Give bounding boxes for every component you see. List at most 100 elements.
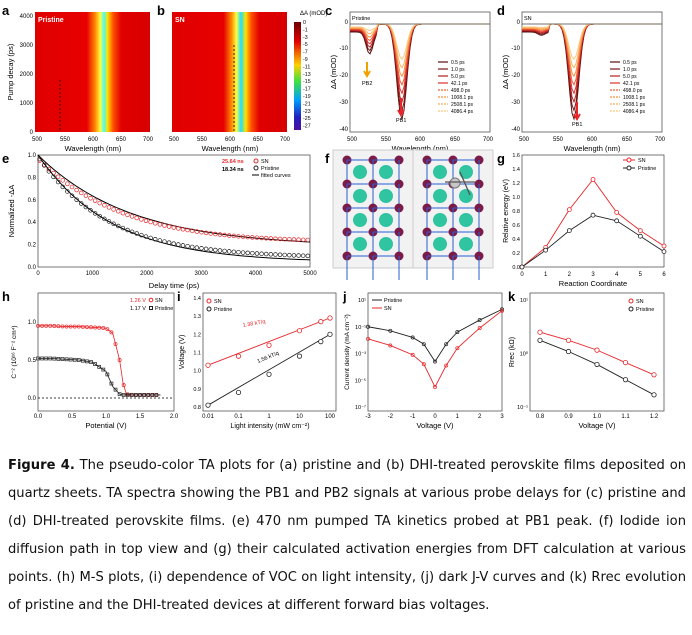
panel-b-cbar-label: ΔA (mOD) xyxy=(300,11,327,17)
data-point xyxy=(46,169,52,174)
data-point xyxy=(235,389,242,396)
data-point xyxy=(203,230,209,236)
data-point xyxy=(139,232,144,238)
data-point xyxy=(205,402,211,408)
data-point xyxy=(205,362,211,368)
panel-h-frame xyxy=(37,292,175,412)
panel-d-spectra xyxy=(522,23,662,121)
data-point xyxy=(245,234,250,240)
svg-text:600: 600 xyxy=(415,137,426,143)
x-tick: 0.8 xyxy=(536,414,545,420)
cbar-tick: -23 xyxy=(303,109,311,115)
svg-text:SN: SN xyxy=(261,159,269,165)
data-point xyxy=(180,243,186,248)
data-point xyxy=(500,308,504,313)
data-point xyxy=(208,231,213,236)
series-line xyxy=(38,325,161,396)
data-point xyxy=(74,197,79,202)
data-point xyxy=(92,198,98,203)
data-point xyxy=(83,204,89,210)
data-point xyxy=(217,248,223,253)
cbar-tick: -9 xyxy=(303,57,308,63)
panel-a-xticks: 500 550 600 650 700 xyxy=(32,137,154,143)
panel-j: j Current density (mA cm⁻²) 10⁻⁷ 10⁻⁵ 10⁻³… xyxy=(342,289,504,430)
panel-g-letter: g xyxy=(497,151,505,166)
cation-site xyxy=(433,237,447,251)
x-tick: 2 xyxy=(478,414,482,420)
figure-caption: Figure 4. The pseudo-color TA plots for … xyxy=(8,452,686,620)
series-line xyxy=(38,358,161,396)
y-tick: 0.6 xyxy=(28,198,37,204)
legend-entry: 1008.1 ps xyxy=(451,95,473,101)
data-point xyxy=(134,215,139,221)
y-tick: 1.2 xyxy=(512,181,520,187)
svg-text:600: 600 xyxy=(587,137,598,143)
data-point xyxy=(93,362,97,366)
data-point xyxy=(566,207,572,213)
panel-i-yticks: 0.8 0.9 1.0 1.1 1.2 1.3 1.4 xyxy=(193,296,201,411)
panel-d-frame xyxy=(521,11,663,133)
data-point xyxy=(240,250,246,255)
data-point xyxy=(366,324,370,329)
data-point xyxy=(80,324,85,329)
data-point xyxy=(433,384,437,389)
data-point xyxy=(78,190,84,196)
panel-k-frame xyxy=(529,292,665,412)
cation-site xyxy=(353,213,367,227)
fit-line xyxy=(207,333,331,406)
data-point xyxy=(92,211,98,216)
x-tick: 100 xyxy=(325,414,336,420)
panel-d: d SN ΔA (mOD) 0 -10 -20 -30 -40 500 550 … xyxy=(497,3,666,153)
svg-text:1.17 V: 1.17 V xyxy=(130,306,146,312)
legend-entry: 0.5 ps xyxy=(623,60,637,66)
y-tick: 0.5 xyxy=(28,358,37,364)
x-tick: -3 xyxy=(365,414,371,420)
data-point xyxy=(305,237,311,243)
data-point xyxy=(300,237,306,243)
data-point xyxy=(56,324,61,329)
data-point xyxy=(52,324,57,328)
data-point xyxy=(44,323,49,328)
data-point xyxy=(455,346,460,351)
series-line xyxy=(367,308,503,363)
svg-text:550: 550 xyxy=(197,137,208,143)
panel-d-ylabel: ΔA (mOD) xyxy=(501,54,510,89)
x-tick: 1 xyxy=(544,272,548,278)
data-point xyxy=(52,356,57,361)
panel-j-frame xyxy=(367,292,503,412)
legend-entry: 1008.1 ps xyxy=(623,95,645,101)
data-point xyxy=(64,324,69,329)
caption-text: The pseudo-color TA plots for (a) pristi… xyxy=(8,458,686,613)
data-point xyxy=(115,209,121,214)
data-point xyxy=(85,359,89,364)
data-point xyxy=(327,331,333,337)
data-point xyxy=(89,325,93,330)
data-point xyxy=(68,324,73,329)
svg-text:700: 700 xyxy=(655,137,666,143)
panel-h-yticks: 0.0 0.5 1.0 xyxy=(28,320,37,402)
data-point xyxy=(222,232,227,238)
data-point xyxy=(125,393,130,397)
legend-entry: 4086.4 ps xyxy=(451,109,473,115)
data-point xyxy=(105,327,110,332)
data-point xyxy=(590,177,596,182)
x-tick: 0.1 xyxy=(234,414,243,420)
data-point xyxy=(226,249,232,254)
panel-j-ylabel: Current density (mA cm⁻²) xyxy=(344,314,351,390)
panel-e-annot-pristine: 18.34 ns xyxy=(222,167,244,173)
data-point xyxy=(455,330,460,335)
panel-i-annot-pristine: 1.56 kT/q xyxy=(257,351,281,365)
data-point xyxy=(101,367,106,372)
svg-text:500: 500 xyxy=(347,137,358,143)
svg-text:SN: SN xyxy=(214,299,222,305)
svg-text:650: 650 xyxy=(450,137,461,143)
x-tick: 4 xyxy=(615,272,619,278)
panel-e-frame xyxy=(37,154,311,268)
svg-text:550: 550 xyxy=(60,137,71,143)
data-point xyxy=(171,225,176,230)
x-tick: -1 xyxy=(410,414,416,420)
x-tick: 2 xyxy=(568,272,572,278)
panel-j-xlabel: Voltage (V) xyxy=(416,421,454,430)
data-point xyxy=(129,229,135,235)
x-tick: 0 xyxy=(433,414,437,420)
